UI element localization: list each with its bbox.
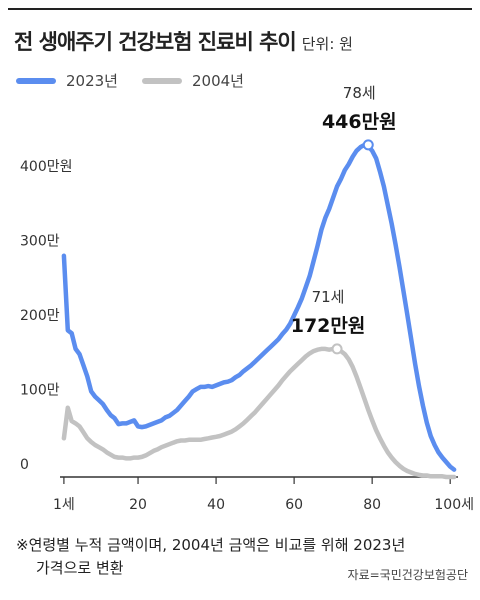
peak-age-label-0: 78세 (343, 84, 376, 102)
x-tick-label-4: 80 (363, 497, 381, 513)
unit-label: 단위: 원 (301, 35, 353, 53)
chart-title-text: 전 생애주기 건강보험 진료비 추이 (14, 30, 297, 54)
source-credit: 자료=국민건강보험공단 (347, 568, 468, 582)
y-tick-label-1: 100만 (20, 383, 60, 399)
top-rule (8, 8, 472, 10)
chart-title: 전 생애주기 건강보험 진료비 추이 단위: 원 (14, 26, 353, 56)
x-tick-label-5: 100세 (434, 497, 474, 513)
footnote: ※연령별 누적 금액이며, 2004년 금액은 비교를 위해 2023년 가격으… (16, 534, 466, 580)
x-tick-label-2: 40 (207, 497, 225, 513)
peak-value-label-0: 446만원 (322, 111, 397, 133)
peak-marker-1 (331, 343, 343, 355)
legend-label-2023: 2023년 (66, 72, 118, 90)
x-tick-label-0: 1세 (53, 497, 75, 513)
legend-label-2004: 2004년 (191, 72, 244, 90)
footnote-line-2: 가격으로 변환 (36, 559, 124, 577)
series-line-2023년 (61, 142, 457, 472)
y-tick-label-0: 0 (20, 457, 29, 473)
peak-value-label-1: 172만원 (291, 315, 366, 337)
x-tick-label-1: 20 (129, 497, 147, 513)
series-line-2004년 (61, 346, 457, 480)
legend: 2023년 2004년 (16, 70, 268, 91)
y-tick-label-3: 300만 (20, 234, 60, 250)
legend-swatch-2004 (141, 77, 182, 84)
y-tick-label-4: 400만원 (20, 159, 72, 175)
legend-swatch-2023 (16, 77, 56, 84)
footnote-line-1: ※연령별 누적 금액이며, 2004년 금액은 비교를 위해 2023년 (16, 536, 406, 554)
x-tick-label-3: 60 (285, 497, 303, 513)
peak-age-label-1: 71세 (312, 288, 345, 306)
legend-item-2004: 2004년 (141, 70, 244, 91)
peak-marker-0 (362, 139, 374, 151)
y-tick-label-2: 200만 (20, 308, 60, 324)
legend-item-2023: 2023년 (16, 70, 118, 91)
